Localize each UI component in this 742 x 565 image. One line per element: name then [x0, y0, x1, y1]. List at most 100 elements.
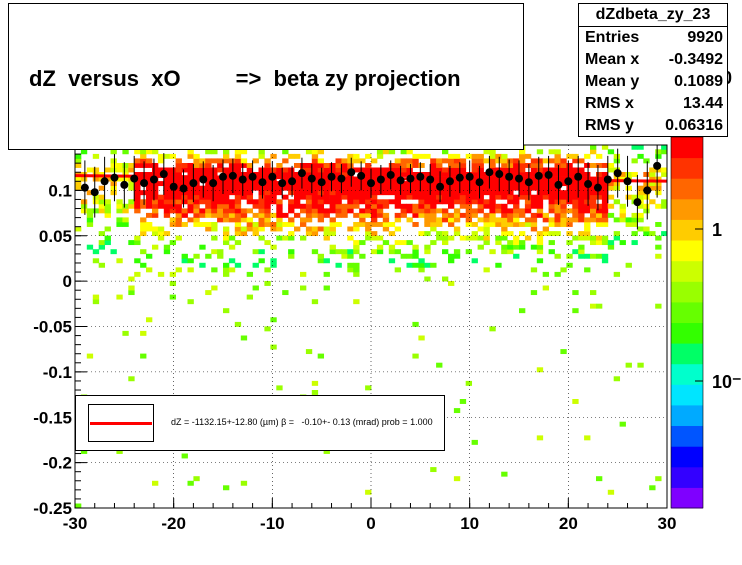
- heatmap-cell: [530, 290, 538, 296]
- heatmap-cell: [412, 249, 419, 255]
- heatmap-cell: [240, 190, 248, 196]
- heatmap-cell: [376, 199, 384, 205]
- heatmap-cell: [234, 185, 242, 191]
- heatmap-cell: [175, 217, 182, 223]
- heatmap-cell: [270, 167, 277, 173]
- heatmap-cell: [436, 208, 443, 214]
- heatmap-cell: [513, 163, 520, 168]
- heatmap-cell: [305, 208, 313, 214]
- heatmap-cell: [323, 163, 330, 168]
- heatmap-cell: [211, 176, 218, 182]
- heatmap-cell: [240, 480, 248, 486]
- heatmap-cell: [412, 244, 419, 250]
- heatmap-cell: [134, 194, 141, 200]
- heatmap-cell: [234, 208, 242, 214]
- heatmap-cell: [146, 212, 153, 218]
- heatmap-cell: [430, 262, 437, 268]
- heatmap-cell: [442, 235, 449, 241]
- heatmap-cell: [530, 226, 538, 232]
- heatmap-cell: [477, 244, 484, 250]
- heatmap-cell: [317, 217, 325, 223]
- heatmap-cell: [276, 163, 283, 168]
- heatmap-cell: [376, 244, 384, 250]
- heatmap-cell: [365, 208, 372, 214]
- heatmap-cell: [400, 149, 407, 155]
- heatmap-cell: [152, 149, 159, 155]
- heatmap-cell: [246, 208, 254, 214]
- heatmap-cell: [80, 208, 88, 214]
- heatmap-cell: [276, 172, 283, 177]
- heatmap-cell: [536, 208, 544, 214]
- heatmap-cell: [477, 158, 484, 164]
- heatmap-cell: [110, 190, 117, 196]
- heatmap-cell: [211, 199, 218, 205]
- heatmap-cell: [554, 149, 561, 155]
- heatmap-cell: [459, 235, 467, 241]
- heatmap-cell: [394, 217, 402, 223]
- heatmap-cell: [75, 153, 82, 159]
- heatmap-cell: [288, 217, 295, 223]
- heatmap-cell: [560, 181, 567, 187]
- heatmap-cell: [400, 203, 407, 209]
- heatmap-cell: [601, 144, 609, 150]
- heatmap-cell: [519, 153, 526, 159]
- profile-point: [130, 174, 139, 183]
- heatmap-cell: [211, 185, 218, 191]
- heatmap-cell: [264, 217, 271, 223]
- heatmap-cell: [519, 167, 526, 173]
- heatmap-cell: [424, 203, 431, 209]
- heatmap-cell: [424, 276, 431, 282]
- heatmap-cell: [264, 190, 271, 196]
- heatmap-cell: [430, 190, 437, 196]
- heatmap-cell: [394, 249, 402, 255]
- heatmap-cell: [501, 185, 508, 191]
- heatmap-cell: [412, 153, 419, 159]
- heatmap-cell: [217, 167, 224, 173]
- heatmap-cell: [406, 167, 413, 173]
- heatmap-cell: [412, 262, 419, 268]
- heatmap-cell: [128, 185, 135, 191]
- heatmap-cell: [205, 203, 212, 209]
- heatmap-cell: [406, 149, 413, 155]
- heatmap-cell: [134, 235, 141, 241]
- heatmap-cell: [359, 185, 366, 191]
- heatmap-cell: [104, 199, 111, 205]
- heatmap-cell: [211, 194, 218, 200]
- heatmap-cell: [507, 181, 514, 187]
- heatmap-cell: [152, 208, 159, 214]
- heatmap-cell: [104, 167, 111, 173]
- heatmap-cell: [388, 167, 396, 173]
- heatmap-cell: [394, 158, 402, 164]
- heatmap-cell: [477, 208, 484, 214]
- heatmap-cell: [572, 290, 579, 296]
- color-scale-band: [671, 425, 703, 447]
- heatmap-cell: [282, 167, 289, 173]
- heatmap-cell: [507, 244, 514, 250]
- heatmap-cell: [436, 172, 443, 177]
- heatmap-cell: [282, 212, 289, 218]
- heatmap-cell: [649, 185, 656, 191]
- heatmap-cell: [140, 222, 147, 227]
- heatmap-cell: [572, 235, 579, 241]
- heatmap-cell: [548, 167, 555, 173]
- heatmap-cell: [424, 181, 431, 187]
- heatmap-cell: [436, 163, 443, 168]
- heatmap-cell: [519, 172, 526, 177]
- heatmap-cell: [146, 181, 153, 187]
- heatmap-cell: [613, 217, 621, 223]
- heatmap-cell: [661, 149, 668, 155]
- heatmap-cell: [223, 153, 230, 159]
- heatmap-cell: [513, 172, 520, 177]
- heatmap-cell: [359, 167, 366, 173]
- heatmap-cell: [536, 249, 544, 255]
- heatmap-cell: [246, 222, 254, 227]
- heatmap-cell: [590, 199, 597, 205]
- heatmap-cell: [513, 253, 520, 259]
- heatmap-cell: [240, 217, 248, 223]
- heatmap-cell: [430, 185, 437, 191]
- heatmap-cell: [175, 235, 182, 241]
- heatmap-cell: [258, 226, 265, 232]
- heatmap-cell: [601, 208, 609, 214]
- heatmap-cell: [317, 353, 325, 359]
- heatmap-cell: [223, 181, 230, 187]
